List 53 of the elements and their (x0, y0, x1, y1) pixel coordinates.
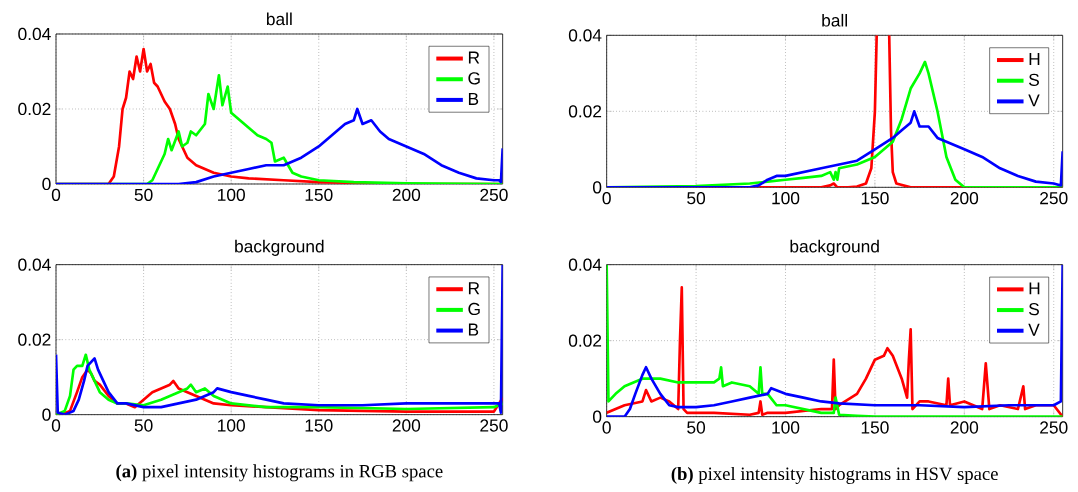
y-tick-label: 0 (42, 177, 51, 191)
x-tick-label: 100 (218, 419, 245, 432)
x-tick-label: 0 (51, 188, 61, 201)
legend-label: G (468, 72, 480, 85)
legend-label: B (468, 323, 479, 336)
x-tick-label: 200 (950, 421, 979, 434)
y-tick-label: 0.02 (18, 102, 51, 116)
x-tick-label: 150 (861, 421, 889, 434)
y-tick-label: 0.02 (18, 333, 51, 346)
chart-title: ball (266, 12, 292, 26)
x-tick-label: 100 (218, 188, 245, 201)
x-tick-label: 200 (950, 192, 979, 205)
legend-label: B (468, 92, 479, 105)
y-tick-label: 0 (592, 410, 602, 423)
x-tick-label: 0 (602, 192, 611, 205)
x-tick-label: 150 (305, 188, 333, 201)
chart-title: ball (822, 13, 847, 27)
x-tick-label: 150 (861, 192, 889, 205)
x-tick-label: 0 (602, 421, 611, 434)
x-tick-label: 0 (51, 419, 61, 432)
y-tick-label: 0.02 (568, 105, 602, 118)
x-tick-label: 100 (772, 421, 800, 434)
y-tick-label: 0.04 (18, 27, 51, 41)
x-tick-label: 50 (134, 188, 153, 201)
x-tick-label: 50 (134, 419, 153, 432)
x-tick-label: 150 (305, 419, 333, 432)
x-tick-label: 100 (772, 192, 800, 205)
y-tick-label: 0.02 (568, 334, 602, 347)
legend-label: V (1028, 94, 1040, 107)
x-tick-label: 200 (392, 419, 421, 432)
y-tick-label: 0.04 (568, 29, 602, 42)
x-tick-label: 250 (480, 419, 508, 432)
x-tick-label: 50 (687, 421, 706, 434)
legend-label: H (1029, 282, 1040, 295)
legend-label: H (1029, 53, 1040, 66)
legend-label: S (1028, 73, 1039, 86)
x-tick-label: 200 (392, 188, 421, 201)
x-tick-label: 250 (480, 188, 508, 201)
legend-label: R (468, 282, 480, 295)
text: (b) pixel intensity histograms in HSV space (671, 466, 998, 484)
x-tick-label: 250 (1040, 192, 1068, 205)
y-tick-label: 0.04 (18, 258, 51, 271)
y-tick-label: 0 (42, 408, 51, 421)
x-tick-label: 250 (1040, 421, 1068, 434)
legend-label: R (468, 51, 480, 64)
x-tick-label: 50 (687, 192, 706, 205)
legend-label: G (468, 302, 480, 316)
y-tick-label: 0.04 (568, 258, 602, 271)
chart-title: background (790, 239, 879, 256)
text: (a) pixel intensity histograms in RGB space (116, 464, 443, 482)
chart-title: background (235, 239, 324, 256)
legend-label: S (1028, 303, 1039, 316)
legend-label: V (1028, 323, 1040, 336)
